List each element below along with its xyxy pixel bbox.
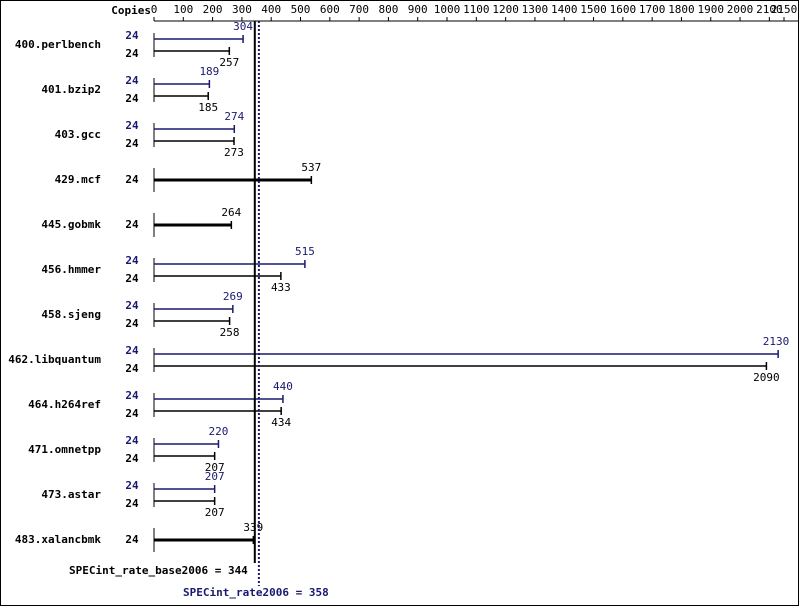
x-tick-label: 1900 [697, 3, 724, 16]
copies-label: 24 [125, 92, 139, 105]
copies-label: 24 [125, 344, 139, 357]
copies-label: 24 [125, 299, 139, 312]
copies-label: 24 [125, 29, 139, 42]
x-tick-label: 0 [151, 3, 158, 16]
x-tick-label: 100 [173, 3, 193, 16]
x-tick-label: 2100 [756, 3, 783, 16]
reference-label: SPECint_rate_base2006 = 344 [69, 564, 248, 577]
x-tick-label: 1500 [580, 3, 607, 16]
value-label: 274 [224, 110, 244, 123]
benchmark-label: 403.gcc [55, 128, 101, 141]
value-label: 269 [223, 290, 243, 303]
value-label: 258 [220, 326, 240, 339]
benchmark-label: 464.h264ref [28, 398, 101, 411]
benchmark-label: 473.astar [41, 488, 101, 501]
value-label: 433 [271, 281, 291, 294]
value-label: 2130 [763, 335, 790, 348]
benchmark-label: 456.hmmer [41, 263, 101, 276]
value-label: 207 [205, 461, 225, 474]
benchmark-label: 401.bzip2 [41, 83, 101, 96]
copies-label: 24 [125, 434, 139, 447]
value-label: 515 [295, 245, 315, 258]
x-tick-label: 1100 [463, 3, 490, 16]
x-tick-label: 300 [232, 3, 252, 16]
benchmark-label: 471.omnetpp [28, 443, 101, 456]
x-tick-label: 800 [378, 3, 398, 16]
value-label: 304 [233, 20, 253, 33]
x-tick-label: 1400 [551, 3, 578, 16]
x-tick-label: 1300 [522, 3, 549, 16]
value-label: 440 [273, 380, 293, 393]
x-tick-label: 1600 [610, 3, 637, 16]
value-label: 207 [205, 506, 225, 519]
value-label: 434 [271, 416, 291, 429]
copies-label: 24 [125, 317, 139, 330]
benchmark-label: 445.gobmk [41, 218, 101, 231]
x-tick-label: 900 [408, 3, 428, 16]
x-tick-label: 2000 [727, 3, 754, 16]
x-tick-label: 1200 [492, 3, 519, 16]
value-label: 257 [219, 56, 239, 69]
x-tick-label: 1800 [668, 3, 695, 16]
copies-label: 24 [125, 119, 139, 132]
x-tick-label: 600 [320, 3, 340, 16]
copies-header: Copies [111, 4, 151, 17]
benchmark-label: 458.sjeng [41, 308, 101, 321]
copies-label: 24 [125, 74, 139, 87]
copies-label: 24 [125, 47, 139, 60]
x-tick-label: 700 [349, 3, 369, 16]
copies-label: 24 [125, 218, 139, 231]
benchmark-label: 462.libquantum [8, 353, 101, 366]
x-tick-label: 1700 [639, 3, 666, 16]
copies-label: 24 [125, 389, 139, 402]
value-label: 189 [199, 65, 219, 78]
benchmark-label: 483.xalancbmk [15, 533, 101, 546]
value-label: 2090 [753, 371, 780, 384]
copies-label: 24 [125, 497, 139, 510]
copies-label: 24 [125, 272, 139, 285]
x-tick-label: 500 [291, 3, 311, 16]
value-label: 220 [209, 425, 229, 438]
copies-label: 24 [125, 407, 139, 420]
copies-label: 24 [125, 173, 139, 186]
copies-label: 24 [125, 533, 139, 546]
value-label: 264 [221, 206, 241, 219]
value-label: 185 [198, 101, 218, 114]
copies-label: 24 [125, 362, 139, 375]
copies-label: 24 [125, 254, 139, 267]
value-label: 339 [243, 521, 263, 534]
copies-label: 24 [125, 452, 139, 465]
x-tick-label: 2150 [771, 3, 798, 16]
x-tick-label: 400 [261, 3, 281, 16]
copies-label: 24 [125, 137, 139, 150]
x-tick-label: 1000 [434, 3, 461, 16]
benchmark-label: 400.perlbench [15, 38, 101, 51]
x-tick-label: 200 [203, 3, 223, 16]
value-label: 273 [224, 146, 244, 159]
value-label: 537 [301, 161, 321, 174]
value-label: 207 [205, 470, 225, 483]
reference-label: SPECint_rate2006 = 358 [183, 586, 329, 599]
benchmark-label: 429.mcf [55, 173, 101, 186]
copies-label: 24 [125, 479, 139, 492]
